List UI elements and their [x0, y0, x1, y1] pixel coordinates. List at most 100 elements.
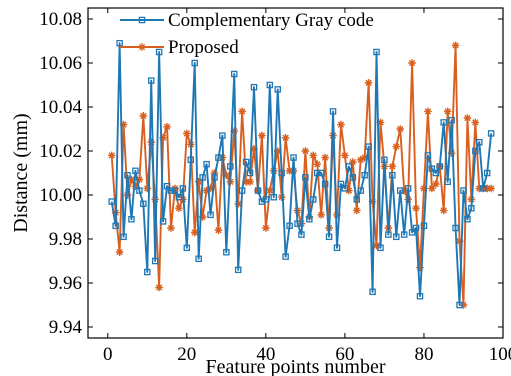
data-point [487, 130, 495, 137]
data-point [163, 123, 171, 131]
data-point [317, 211, 325, 219]
data-point [159, 218, 167, 225]
y-tick-label: 10.02 [39, 141, 82, 162]
series-line [110, 42, 493, 306]
data-point [416, 263, 424, 272]
data-point [234, 266, 242, 274]
data-point [396, 187, 404, 194]
data-point [364, 79, 373, 87]
data-point [428, 184, 436, 193]
data-point [270, 193, 278, 201]
data-point [143, 184, 152, 193]
data-point [432, 180, 440, 188]
y-tick-label: 10.00 [39, 185, 82, 206]
data-point [349, 174, 357, 181]
y-tick-label: 10.04 [39, 97, 82, 118]
data-point [463, 114, 472, 122]
data-point [135, 175, 144, 184]
data-point [273, 147, 282, 155]
data-point [108, 198, 115, 205]
data-point [131, 182, 140, 190]
data-point [460, 187, 467, 194]
data-point [389, 171, 396, 179]
data-point [317, 169, 325, 177]
data-point [167, 224, 175, 232]
data-point [353, 196, 361, 203]
x-tick-label: 0 [103, 344, 113, 365]
data-point [144, 268, 151, 276]
data-point [191, 59, 198, 67]
data-point [234, 200, 242, 208]
data-point [301, 147, 310, 155]
data-point [333, 244, 341, 252]
data-point [277, 193, 286, 201]
data-point [278, 169, 285, 177]
data-point [471, 118, 480, 127]
data-point [266, 81, 274, 89]
data-point [345, 163, 353, 170]
data-point [302, 174, 309, 181]
data-point [242, 178, 250, 186]
data-point [357, 187, 364, 194]
data-point [230, 127, 239, 135]
data-point [242, 158, 250, 166]
data-point [352, 206, 361, 215]
data-point [123, 191, 132, 199]
data-point [222, 171, 231, 179]
data-point [472, 147, 479, 155]
data-point [294, 220, 301, 227]
data-point [254, 187, 262, 194]
data-point [376, 118, 385, 127]
data-point [459, 301, 468, 309]
data-point [190, 228, 199, 237]
data-point [439, 206, 448, 215]
data-point [404, 185, 412, 192]
legend-swatch-marker [138, 43, 146, 51]
data-point [132, 167, 139, 175]
legend-swatch-marker [138, 16, 146, 24]
data-point [368, 197, 377, 206]
data-point [124, 171, 131, 179]
data-point [381, 156, 388, 164]
data-point [215, 154, 222, 161]
y-tick-label: 9.94 [49, 317, 83, 338]
data-point [107, 151, 116, 160]
data-point [258, 131, 266, 140]
data-point [396, 125, 405, 133]
data-point [456, 301, 463, 309]
data-point [195, 255, 202, 263]
data-point [313, 169, 321, 177]
y-tick-label: 9.96 [49, 273, 82, 294]
data-point [163, 182, 171, 190]
data-point [432, 169, 440, 177]
data-point [341, 151, 349, 160]
data-point [400, 186, 408, 195]
data-point [238, 107, 246, 116]
data-point [451, 41, 460, 50]
data-point [223, 248, 230, 256]
data-point [116, 39, 123, 47]
data-point [400, 231, 408, 238]
data-point [365, 143, 372, 150]
data-point [159, 134, 167, 142]
data-point [167, 187, 175, 194]
data-point [345, 186, 353, 195]
data-point [360, 153, 369, 162]
legend-label: Complementary Gray code [168, 10, 374, 31]
data-point [349, 158, 357, 166]
data-point [211, 174, 218, 181]
y-tick-label: 10.08 [39, 9, 82, 30]
data-point [202, 186, 211, 195]
data-point [483, 184, 491, 193]
axes-box [87, 7, 504, 339]
data-point [385, 231, 392, 238]
data-point [424, 107, 432, 116]
tick-layer: 0 20 40 60 80 100 9.94 9.96 9.98 10.00 10.02 10.04 1… [39, 8, 511, 365]
x-axis-title: Feature points number [206, 356, 386, 376]
data-point [266, 186, 274, 195]
data-point [420, 184, 428, 193]
data-point [337, 120, 345, 129]
data-point [321, 180, 329, 188]
data-point [455, 237, 464, 245]
x-tick-label: 80 [414, 344, 433, 365]
